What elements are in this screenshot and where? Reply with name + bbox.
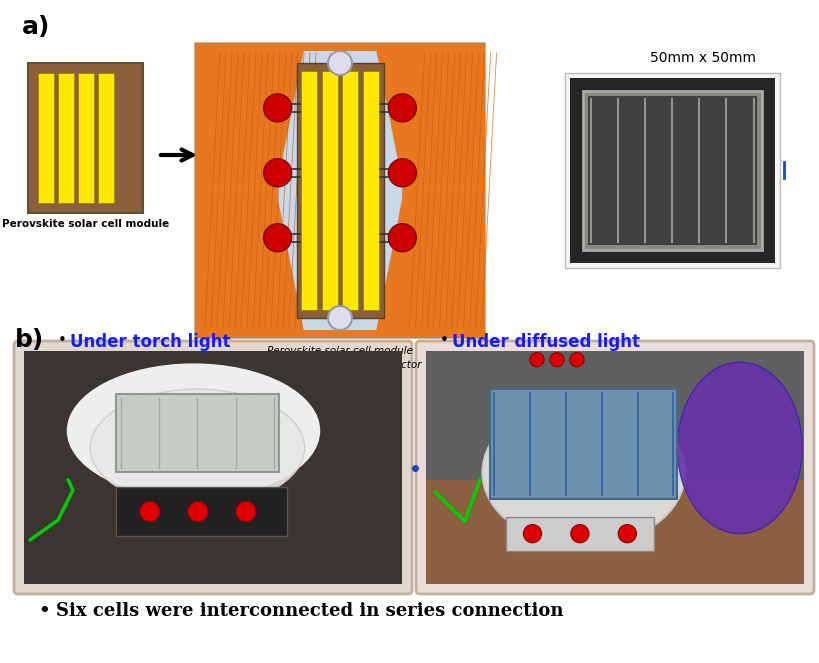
Circle shape bbox=[264, 159, 292, 187]
Bar bbox=[426, 351, 804, 584]
Bar bbox=[570, 78, 775, 263]
Circle shape bbox=[264, 94, 292, 122]
FancyBboxPatch shape bbox=[416, 341, 814, 594]
FancyBboxPatch shape bbox=[14, 341, 412, 594]
Circle shape bbox=[618, 524, 636, 542]
Bar bbox=[203, 51, 278, 330]
Text: Six cells were interconnected in series connection: Six cells were interconnected in series … bbox=[56, 602, 563, 620]
Bar bbox=[583, 91, 762, 250]
Ellipse shape bbox=[677, 362, 802, 534]
Bar bbox=[296, 63, 383, 318]
Bar bbox=[115, 487, 287, 536]
Bar bbox=[195, 43, 203, 338]
Bar bbox=[477, 43, 485, 338]
Bar bbox=[78, 73, 94, 203]
Text: •: • bbox=[440, 333, 449, 348]
Text: •: • bbox=[38, 602, 50, 620]
Bar bbox=[301, 71, 317, 310]
Circle shape bbox=[388, 159, 416, 187]
Bar bbox=[115, 394, 279, 473]
Bar bbox=[98, 73, 114, 203]
Bar bbox=[195, 43, 485, 338]
Bar bbox=[506, 516, 654, 551]
Bar bbox=[28, 63, 143, 213]
Ellipse shape bbox=[482, 399, 686, 546]
Text: •: • bbox=[58, 333, 67, 348]
Polygon shape bbox=[195, 43, 305, 190]
Bar bbox=[195, 330, 485, 338]
Bar bbox=[342, 71, 358, 310]
Polygon shape bbox=[375, 190, 485, 338]
Circle shape bbox=[550, 353, 564, 367]
Ellipse shape bbox=[67, 363, 320, 498]
Bar bbox=[322, 71, 337, 310]
Circle shape bbox=[236, 502, 256, 522]
Bar bbox=[38, 73, 54, 203]
Text: Under torch light: Under torch light bbox=[70, 333, 230, 351]
Circle shape bbox=[571, 524, 589, 542]
Circle shape bbox=[530, 353, 544, 367]
Circle shape bbox=[264, 223, 292, 252]
Bar bbox=[401, 51, 477, 330]
Circle shape bbox=[523, 524, 541, 542]
Circle shape bbox=[328, 51, 352, 75]
Circle shape bbox=[140, 502, 160, 522]
Bar bbox=[491, 389, 677, 499]
Bar bbox=[565, 73, 780, 268]
Circle shape bbox=[388, 223, 416, 252]
Text: b): b) bbox=[15, 328, 44, 352]
Bar bbox=[58, 73, 74, 203]
Ellipse shape bbox=[90, 389, 305, 507]
Polygon shape bbox=[375, 43, 485, 190]
Bar bbox=[24, 351, 402, 584]
Text: Under diffused light: Under diffused light bbox=[452, 333, 640, 351]
Bar bbox=[195, 43, 485, 51]
Circle shape bbox=[388, 94, 416, 122]
Text: Perovskite solar cell module
integrated with a road reflector: Perovskite solar cell module integrated … bbox=[258, 346, 422, 370]
Circle shape bbox=[188, 502, 208, 522]
Text: 50mm x 50mm: 50mm x 50mm bbox=[649, 51, 755, 65]
Circle shape bbox=[570, 353, 584, 367]
Text: a): a) bbox=[22, 15, 51, 39]
Bar bbox=[588, 96, 757, 245]
Text: Perovskite solar cell module: Perovskite solar cell module bbox=[2, 219, 170, 229]
Circle shape bbox=[328, 306, 352, 330]
Bar bbox=[363, 71, 378, 310]
Polygon shape bbox=[195, 190, 305, 338]
Bar bbox=[426, 351, 804, 480]
